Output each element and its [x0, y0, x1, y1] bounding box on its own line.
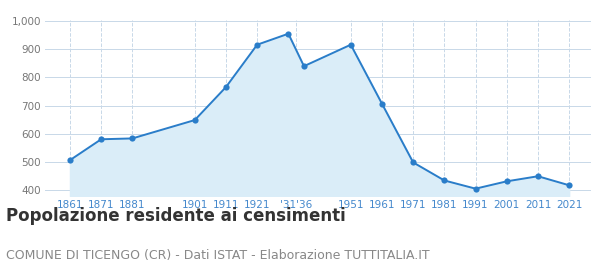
- Point: [299, 64, 309, 68]
- Point: [253, 43, 262, 47]
- Point: [409, 160, 418, 165]
- Point: [65, 158, 75, 162]
- Point: [190, 118, 200, 122]
- Point: [346, 43, 356, 47]
- Text: Popolazione residente ai censimenti: Popolazione residente ai censimenti: [6, 207, 346, 225]
- Point: [502, 179, 512, 184]
- Point: [565, 183, 574, 188]
- Point: [97, 137, 106, 141]
- Point: [284, 31, 293, 36]
- Point: [128, 136, 137, 141]
- Point: [377, 101, 387, 106]
- Text: COMUNE DI TICENGO (CR) - Dati ISTAT - Elaborazione TUTTITALIA.IT: COMUNE DI TICENGO (CR) - Dati ISTAT - El…: [6, 249, 430, 262]
- Point: [533, 174, 543, 178]
- Point: [221, 85, 231, 89]
- Point: [440, 178, 449, 183]
- Point: [471, 186, 481, 191]
